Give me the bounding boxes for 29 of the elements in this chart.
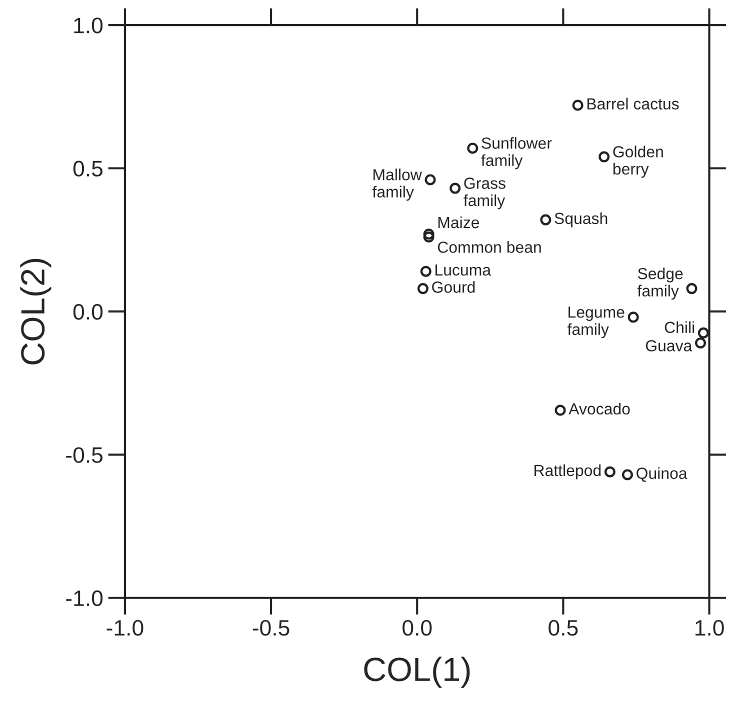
y-tick-label: 0.5 bbox=[73, 160, 102, 177]
x-tick-label: 1.0 bbox=[696, 620, 724, 636]
annotation: Squash bbox=[554, 212, 608, 228]
annotation: Sunflower family bbox=[481, 137, 552, 170]
annotation: Sedge family bbox=[637, 268, 683, 300]
annotation: Guava bbox=[646, 340, 692, 352]
x-tick-label: 0.0 bbox=[402, 620, 432, 636]
annotation: Quinoa bbox=[636, 467, 688, 482]
y-tick-label: -1.0 bbox=[66, 590, 103, 606]
x-tick-label: -1.0 bbox=[106, 620, 144, 636]
annotation: Maize bbox=[438, 216, 480, 228]
x-tick-label: 0.5 bbox=[548, 620, 578, 636]
y-tick-label: 0.0 bbox=[73, 304, 103, 320]
annotation: Golden berry bbox=[613, 146, 663, 178]
annotation: Legume family bbox=[567, 306, 624, 338]
x-tick-label: -0.5 bbox=[252, 620, 290, 636]
annotation: Barrel cactus bbox=[587, 98, 679, 110]
annotation: Avocado bbox=[568, 402, 630, 415]
annotation: Mallow family bbox=[372, 168, 422, 201]
annotation: Rattlepod bbox=[534, 464, 601, 480]
x-axis-title: COL(1) bbox=[364, 656, 470, 688]
y-tick-label: 1.0 bbox=[74, 18, 103, 34]
annotation: Gourd bbox=[432, 281, 475, 293]
annotation: Common bean bbox=[438, 241, 541, 253]
y-axis-title: COL(2) bbox=[20, 258, 52, 364]
annotation: Grass family bbox=[464, 178, 506, 210]
annotation: Lucuma bbox=[436, 264, 492, 276]
annotation: Chili bbox=[664, 321, 694, 334]
y-tick-label: -0.5 bbox=[66, 447, 102, 463]
